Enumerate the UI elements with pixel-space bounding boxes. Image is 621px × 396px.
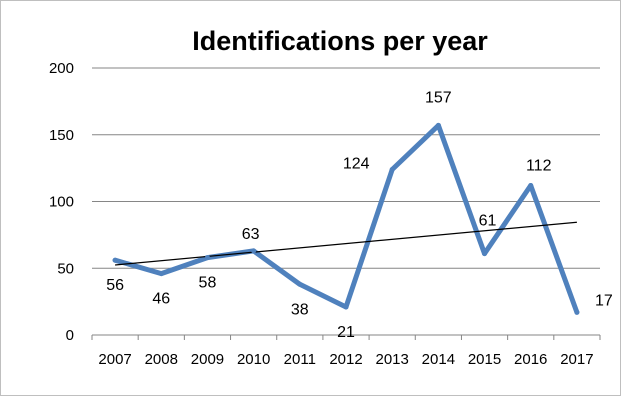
- x-tick-label: 2013: [375, 351, 408, 368]
- series-line: [112, 122, 580, 315]
- trendline: [115, 221, 577, 266]
- data-point: [204, 255, 210, 261]
- data-labels: 56 46 58 63 38 21 124 157 61 112 17: [106, 89, 613, 341]
- data-label: 157: [425, 89, 452, 106]
- data-label: 112: [526, 157, 552, 174]
- data-point: [482, 251, 488, 257]
- data-point: [251, 248, 257, 254]
- data-point: [574, 309, 580, 315]
- data-point: [528, 182, 534, 188]
- y-tick-label: 100: [49, 194, 74, 211]
- data-point: [112, 257, 118, 263]
- series-layer: [112, 122, 580, 315]
- y-tick-label: 50: [57, 260, 74, 277]
- data-label: 38: [291, 301, 309, 318]
- x-tick-label: 2011: [284, 351, 316, 368]
- data-point: [297, 281, 303, 287]
- data-point: [343, 304, 349, 310]
- data-label: 124: [343, 155, 370, 172]
- y-tick-label: 0: [66, 327, 74, 344]
- x-tick-label: 2014: [422, 351, 455, 368]
- x-tick-label: 2016: [514, 351, 547, 368]
- y-tick-label: 150: [49, 127, 74, 144]
- x-tick-label: 2009: [191, 351, 224, 368]
- y-tick-label: 200: [49, 60, 74, 77]
- data-point: [158, 271, 164, 277]
- data-point: [389, 166, 395, 172]
- data-label: 61: [479, 213, 497, 230]
- data-label: 56: [106, 277, 124, 294]
- x-tick-label: 2015: [468, 351, 501, 368]
- chart-title: Identifications per year: [192, 26, 488, 56]
- data-label: 21: [337, 324, 355, 341]
- x-axis-ticks: 2007 2008 2009 2010 2011 2012 2013 2014 2015 2016…: [91, 335, 601, 368]
- x-tick-label: 2010: [237, 351, 270, 368]
- x-tick-label: 2012: [329, 351, 362, 368]
- data-label: 63: [242, 226, 260, 243]
- y-axis-ticks: 0 50 100 150 200: [49, 60, 74, 344]
- x-tick-label: 2008: [145, 351, 178, 368]
- data-label: 46: [152, 291, 170, 308]
- x-tick-label: 2017: [560, 351, 593, 368]
- x-tick-label: 2007: [98, 351, 131, 368]
- data-point: [435, 122, 441, 128]
- data-label: 58: [199, 275, 217, 292]
- data-label: 17: [595, 292, 613, 309]
